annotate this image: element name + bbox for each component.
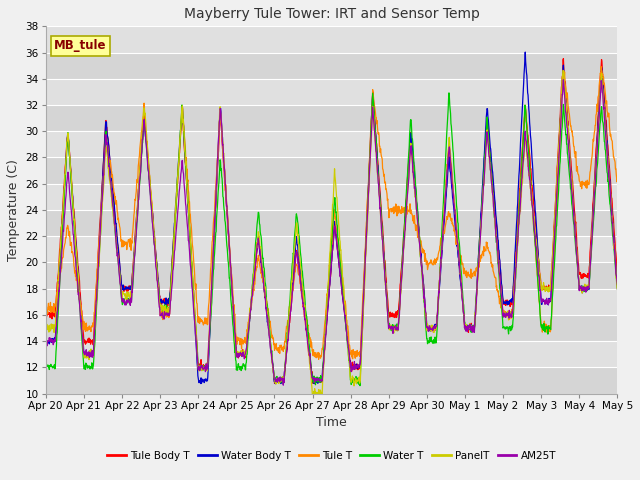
Y-axis label: Temperature (C): Temperature (C) bbox=[7, 159, 20, 261]
X-axis label: Time: Time bbox=[316, 416, 347, 429]
Water Body T bbox=[547, 298, 554, 304]
AM25T bbox=[233, 350, 241, 356]
Tule T bbox=[421, 258, 429, 264]
Water Body T bbox=[495, 255, 503, 261]
Water T bbox=[614, 285, 621, 290]
Water Body T bbox=[271, 381, 279, 386]
Water Body T bbox=[169, 246, 177, 252]
AM25T bbox=[155, 300, 163, 306]
Tule T bbox=[169, 263, 177, 269]
PanelT bbox=[559, 68, 567, 73]
PanelT bbox=[546, 284, 554, 289]
Bar bbox=[45, 52, 618, 79]
Line: Tule T: Tule T bbox=[45, 67, 618, 360]
Title: Mayberry Tule Tower: IRT and Sensor Temp: Mayberry Tule Tower: IRT and Sensor Temp bbox=[184, 7, 479, 21]
Water Body T bbox=[42, 338, 49, 344]
Line: Tule Body T: Tule Body T bbox=[45, 59, 618, 384]
Tule Body T bbox=[421, 300, 429, 305]
Tule T bbox=[546, 323, 554, 329]
Water T bbox=[42, 362, 49, 368]
Water Body T bbox=[155, 287, 163, 293]
PanelT bbox=[42, 320, 49, 326]
Water T bbox=[169, 252, 177, 257]
Tule T bbox=[155, 297, 163, 303]
Bar bbox=[45, 367, 618, 394]
Tule T bbox=[495, 301, 503, 307]
PanelT bbox=[233, 349, 241, 355]
AM25T bbox=[559, 77, 567, 83]
AM25T bbox=[495, 271, 503, 277]
Tule Body T bbox=[559, 56, 567, 61]
Bar bbox=[45, 105, 618, 131]
Bar bbox=[45, 263, 618, 288]
Tule Body T bbox=[233, 350, 241, 356]
Line: AM25T: AM25T bbox=[45, 80, 618, 385]
AM25T bbox=[280, 382, 287, 388]
Water T bbox=[421, 308, 429, 313]
PanelT bbox=[169, 256, 177, 262]
Tule Body T bbox=[614, 270, 621, 276]
Water Body T bbox=[614, 287, 621, 292]
AM25T bbox=[42, 338, 49, 344]
AM25T bbox=[614, 282, 621, 288]
AM25T bbox=[546, 297, 554, 302]
Water Body T bbox=[421, 297, 429, 302]
Water T bbox=[356, 383, 364, 388]
Line: PanelT: PanelT bbox=[45, 71, 618, 397]
Water T bbox=[233, 364, 241, 370]
Text: MB_tule: MB_tule bbox=[54, 39, 107, 52]
Water T bbox=[155, 292, 163, 298]
Water T bbox=[445, 90, 453, 96]
Water T bbox=[496, 286, 504, 291]
Tule T bbox=[614, 176, 621, 181]
Tule T bbox=[42, 310, 49, 315]
Tule Body T bbox=[495, 257, 503, 263]
Tule Body T bbox=[546, 286, 554, 291]
Tule T bbox=[315, 357, 323, 362]
Legend: Tule Body T, Water Body T, Tule T, Water T, PanelT, AM25T: Tule Body T, Water Body T, Tule T, Water… bbox=[103, 446, 560, 465]
Bar bbox=[45, 157, 618, 184]
Water T bbox=[547, 325, 554, 331]
PanelT bbox=[155, 295, 163, 300]
AM25T bbox=[169, 268, 177, 274]
Tule Body T bbox=[311, 381, 319, 387]
Tule Body T bbox=[169, 250, 177, 255]
Tule Body T bbox=[42, 312, 49, 318]
Bar bbox=[45, 315, 618, 341]
Water Body T bbox=[522, 49, 529, 55]
PanelT bbox=[614, 287, 621, 292]
Tule T bbox=[597, 64, 605, 70]
Line: Water Body T: Water Body T bbox=[45, 52, 618, 384]
Line: Water T: Water T bbox=[45, 93, 618, 385]
PanelT bbox=[495, 272, 503, 277]
Tule T bbox=[233, 341, 241, 347]
PanelT bbox=[421, 302, 429, 308]
Tule Body T bbox=[155, 288, 163, 294]
Bar bbox=[45, 210, 618, 236]
Water Body T bbox=[233, 352, 241, 358]
PanelT bbox=[309, 394, 317, 400]
AM25T bbox=[421, 304, 429, 310]
